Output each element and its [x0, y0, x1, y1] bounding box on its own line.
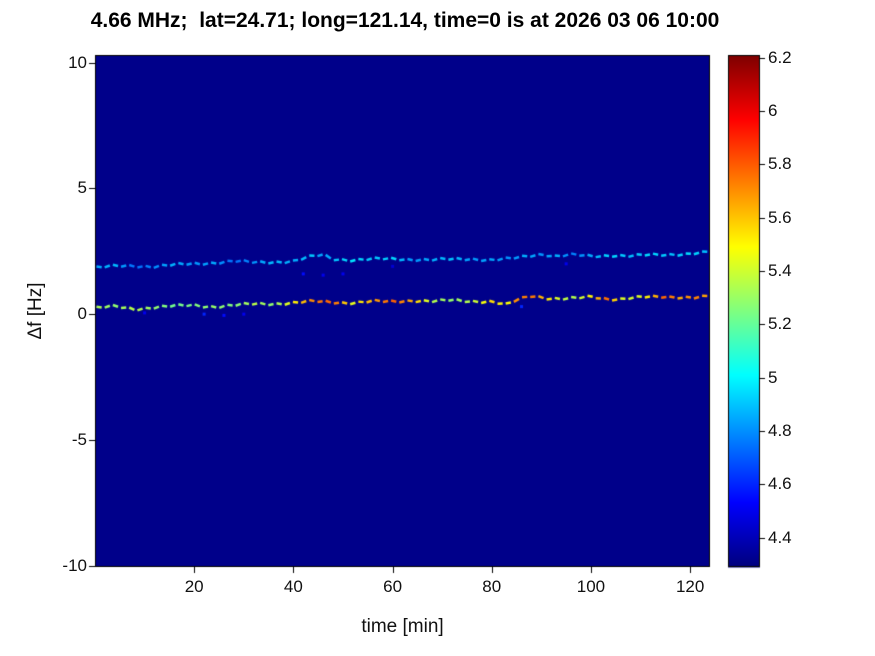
colorbar-tick-label: 5 — [768, 367, 778, 387]
colorbar-tick-label: 4.4 — [768, 527, 792, 547]
colorbar-tick-label: 6 — [768, 101, 778, 120]
colorbar-tick-label: 5.2 — [768, 314, 792, 334]
x-tick-label: 100 — [576, 577, 606, 596]
y-tick-label: 10 — [68, 52, 87, 72]
y-tick-label: 0 — [77, 304, 87, 324]
colorbar-tick-label: 5.6 — [768, 207, 792, 227]
colorbar-tick-label: 5.8 — [768, 154, 792, 174]
x-tick-label: 120 — [675, 577, 705, 596]
colorbar-tick-label: 4.8 — [768, 421, 792, 440]
x-tick-label: 20 — [184, 577, 204, 596]
y-tick-label: 5 — [77, 178, 87, 198]
x-tick-label: 80 — [482, 577, 502, 596]
y-tick-label: -5 — [71, 429, 87, 449]
y-tick-label: -10 — [62, 555, 87, 575]
x-axis-label: time [min] — [361, 616, 444, 637]
colorbar-tick-label: 4.6 — [768, 474, 792, 494]
colorbar-tick-label: 6.2 — [768, 47, 792, 67]
chart-title: 4.66 MHz; lat=24.71; long=121.14, time=0… — [90, 9, 720, 32]
x-tick-label: 40 — [283, 577, 303, 596]
x-tick-label: 60 — [383, 577, 403, 596]
colorbar-tick-label: 5.4 — [768, 261, 792, 280]
